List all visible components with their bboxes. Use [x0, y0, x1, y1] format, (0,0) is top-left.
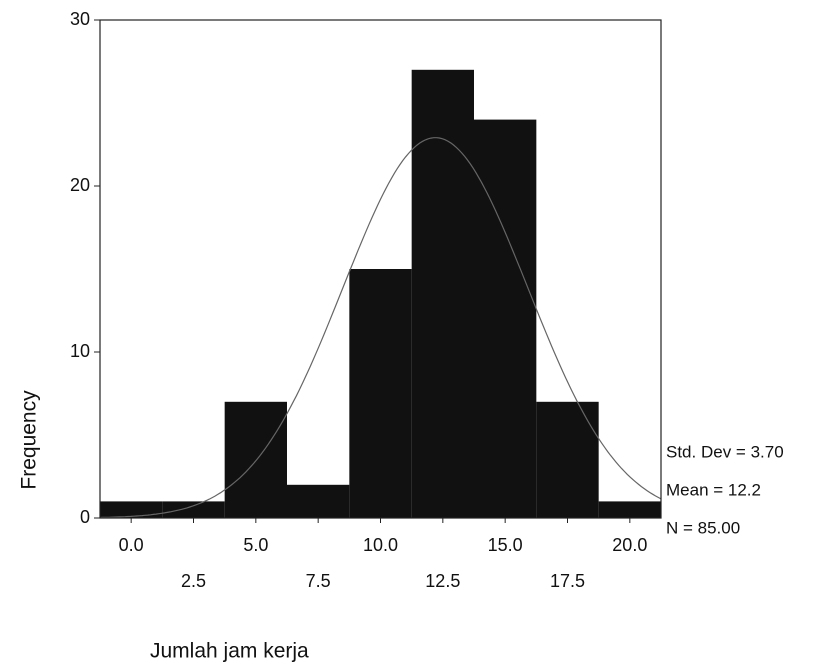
- x-tick-label: 7.5: [306, 571, 331, 591]
- x-tick-label: 5.0: [243, 535, 268, 555]
- x-tick-label: 10.0: [363, 535, 398, 555]
- stat-label: N = 85.00: [666, 518, 740, 537]
- bar: [287, 484, 350, 518]
- y-tick-label: 30: [70, 9, 90, 29]
- stat-label: Std. Dev = 3.70: [666, 442, 784, 461]
- bar: [598, 501, 661, 518]
- bar: [411, 69, 474, 519]
- x-tick-label: 15.0: [488, 535, 523, 555]
- bar: [474, 119, 537, 518]
- x-tick-label: 17.5: [550, 571, 585, 591]
- bar: [536, 401, 599, 518]
- x-tick-label: 12.5: [425, 571, 460, 591]
- bar: [349, 269, 412, 518]
- normal-curve: [99, 137, 662, 519]
- y-axis-title: Frequency: [18, 390, 41, 490]
- x-tick-label: 2.5: [181, 571, 206, 591]
- y-tick-label: 10: [70, 341, 90, 361]
- bar: [100, 501, 163, 518]
- y-tick-label: 20: [70, 175, 90, 195]
- y-tick-label: 0: [80, 507, 90, 527]
- bar: [162, 501, 225, 518]
- x-tick-label: 20.0: [612, 535, 647, 555]
- stat-label: Mean = 12.2: [666, 480, 761, 499]
- x-axis-title: Jumlah jam kerja: [150, 640, 309, 663]
- x-tick-label: 0.0: [119, 535, 144, 555]
